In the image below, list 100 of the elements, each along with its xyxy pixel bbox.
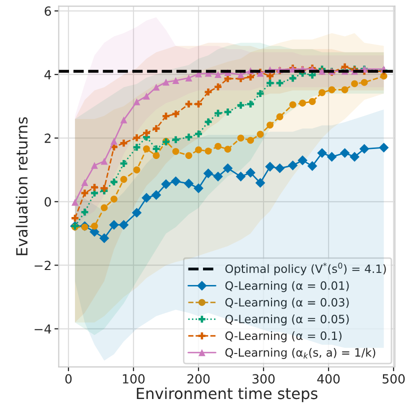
point xyxy=(195,130,202,138)
point xyxy=(318,89,326,96)
point xyxy=(143,145,150,152)
point xyxy=(185,74,192,82)
point xyxy=(81,224,88,231)
point xyxy=(237,134,244,142)
point xyxy=(133,134,140,142)
x-tick-label: 0 xyxy=(65,374,72,384)
point xyxy=(237,102,244,109)
point xyxy=(256,90,264,98)
point xyxy=(214,142,222,150)
x-tick-label: 500 xyxy=(382,374,405,384)
y-tick-label: 4 xyxy=(44,70,52,80)
point xyxy=(378,142,389,153)
point xyxy=(161,179,171,190)
point xyxy=(100,184,108,192)
y-tick-label: 0 xyxy=(44,197,51,207)
x-tick-label: 200 xyxy=(188,374,210,384)
point xyxy=(222,163,233,174)
point xyxy=(120,140,128,147)
point xyxy=(100,158,108,165)
point xyxy=(288,160,298,170)
point xyxy=(91,162,98,169)
point xyxy=(204,118,212,126)
point xyxy=(81,190,88,197)
point xyxy=(152,125,160,132)
point xyxy=(72,198,78,206)
y-tick-label: 6 xyxy=(44,6,51,16)
point xyxy=(360,78,368,86)
point xyxy=(350,152,360,162)
x-tick-label: 300 xyxy=(252,374,275,384)
point xyxy=(143,92,150,100)
point xyxy=(307,161,318,171)
point xyxy=(172,77,180,84)
point xyxy=(289,101,296,108)
point xyxy=(328,86,336,94)
point xyxy=(213,172,223,182)
point xyxy=(247,136,254,144)
point xyxy=(151,190,162,200)
point xyxy=(152,84,160,91)
point xyxy=(276,113,284,120)
point xyxy=(203,168,214,178)
point xyxy=(81,179,88,186)
legend-label: Q-Learning (α$_{k}$(s, a) = 1/k) xyxy=(225,348,376,359)
point xyxy=(110,196,118,203)
point xyxy=(162,78,170,86)
point xyxy=(120,160,128,167)
point xyxy=(72,214,78,222)
point xyxy=(195,100,202,108)
point xyxy=(133,98,140,106)
point xyxy=(204,88,212,96)
y-axis-title: Evaluation returns xyxy=(16,117,28,256)
point xyxy=(152,145,160,152)
point xyxy=(247,100,254,108)
point xyxy=(81,208,88,216)
point xyxy=(298,155,308,166)
y-tick-label: −2 xyxy=(34,260,51,270)
point xyxy=(326,152,337,162)
point xyxy=(152,152,160,160)
point xyxy=(308,72,316,79)
point xyxy=(276,80,284,87)
point xyxy=(351,80,358,88)
point xyxy=(214,71,222,78)
point xyxy=(110,138,118,145)
point xyxy=(204,148,212,155)
point xyxy=(162,112,170,120)
point xyxy=(91,222,98,230)
point xyxy=(224,146,232,153)
point xyxy=(236,172,246,182)
point xyxy=(142,192,152,203)
legend-label: Q-Learning (α = 0.1) xyxy=(225,331,342,342)
point xyxy=(133,166,140,174)
point xyxy=(265,162,275,172)
point xyxy=(340,148,350,158)
point xyxy=(256,130,264,138)
x-tick-label: 100 xyxy=(122,374,145,384)
y-tick-label: 2 xyxy=(44,134,51,143)
point xyxy=(132,208,142,218)
point xyxy=(246,168,256,178)
point xyxy=(299,100,306,107)
y-tick-label: −4 xyxy=(34,324,52,334)
point xyxy=(185,134,192,141)
point xyxy=(133,144,140,151)
point xyxy=(185,152,192,160)
point xyxy=(255,178,266,188)
legend-label: Optimal policy (V$^{*}$(s$^{0}$) = 4.1) xyxy=(225,262,386,276)
point xyxy=(172,136,180,144)
point xyxy=(110,178,118,186)
point xyxy=(185,100,192,108)
point xyxy=(224,75,232,82)
point xyxy=(194,183,204,194)
point xyxy=(266,122,274,129)
point xyxy=(214,83,222,90)
point xyxy=(266,80,274,87)
legend-label: Q-Learning (α = 0.01) xyxy=(225,281,349,292)
point xyxy=(214,110,222,117)
point xyxy=(170,176,181,186)
point xyxy=(143,130,150,136)
point xyxy=(317,148,327,158)
point xyxy=(274,163,285,174)
